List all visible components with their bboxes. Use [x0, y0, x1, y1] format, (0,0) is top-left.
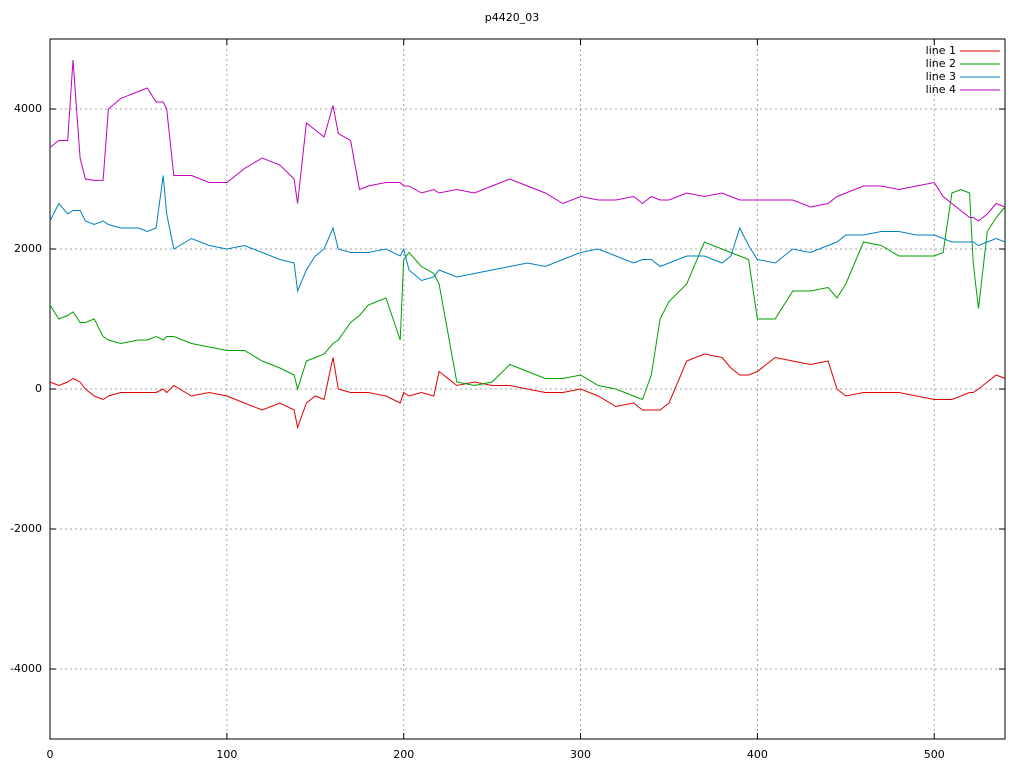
- x-tick-label: 300: [570, 748, 591, 761]
- legend-label: line 4: [926, 83, 956, 96]
- y-tick-label: 2000: [14, 242, 42, 255]
- chart-title: p4420_03: [485, 11, 539, 24]
- plot-frame: [49, 38, 1006, 740]
- series-line: [49, 188, 1006, 401]
- y-tick-label: -2000: [10, 522, 42, 535]
- x-tick-label: 500: [924, 748, 945, 761]
- y-tick-label: 0: [35, 382, 42, 395]
- x-tick-label: 100: [216, 748, 237, 761]
- legend-label: line 1: [926, 44, 956, 57]
- y-tick-label: -4000: [10, 662, 42, 675]
- x-tick-label: 200: [393, 748, 414, 761]
- x-tick-label: 400: [747, 748, 768, 761]
- legend-label: line 3: [926, 70, 956, 83]
- legend-label: line 2: [926, 57, 956, 70]
- y-tick-label: 4000: [14, 102, 42, 115]
- series-line: [49, 59, 1006, 222]
- series-line: [49, 353, 1006, 430]
- series-line: [49, 175, 1006, 293]
- x-tick-label: 0: [47, 748, 54, 761]
